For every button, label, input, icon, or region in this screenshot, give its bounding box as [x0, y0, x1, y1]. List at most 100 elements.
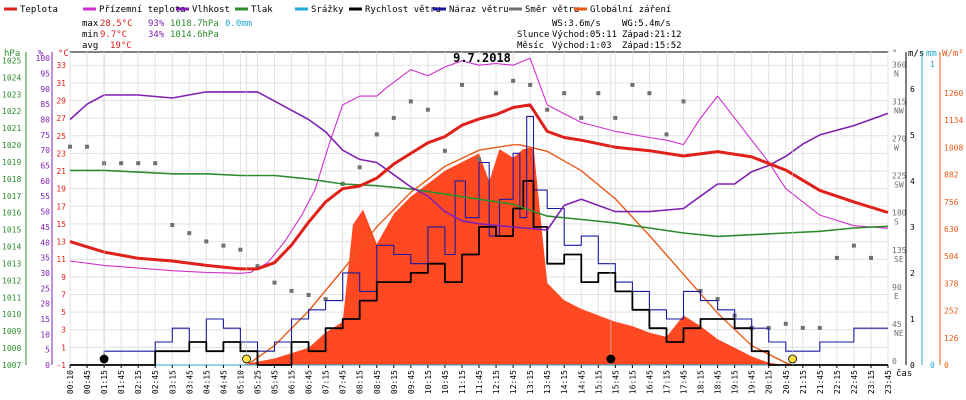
humidity-tick-label: 10	[40, 330, 50, 339]
wind-direction-point	[715, 297, 720, 302]
radiation-layer	[240, 144, 793, 366]
time-tick-label: 14:45	[577, 370, 586, 394]
wind-direction-point	[647, 91, 652, 96]
wind-dir-deg-label: 270	[892, 135, 907, 144]
wind-direction-point	[306, 293, 311, 297]
wind-direction-point	[68, 144, 72, 149]
time-tick-label: 06:45	[305, 370, 314, 394]
legend-label: Náraz větru	[449, 5, 509, 15]
wind-direction-point	[664, 132, 669, 137]
wind-dir-compass-label: N	[894, 69, 899, 78]
wind-direction-point	[869, 255, 873, 260]
time-tick-label: 16:45	[645, 370, 654, 394]
temperature-tick-label: -1	[56, 361, 66, 370]
legend-label: Globální záření	[590, 5, 671, 15]
wind-dir-compass-label: SE	[894, 255, 904, 264]
time-tick-label: 10:15	[424, 370, 433, 394]
unit-time: čas	[896, 368, 912, 379]
wind-direction-point	[817, 325, 822, 330]
wind-direction-point	[494, 91, 498, 96]
time-tick-label: 04:15	[202, 370, 211, 394]
time-tick-label: 15:15	[594, 370, 603, 394]
wind-direction-point	[528, 82, 533, 87]
pressure-tick-label: 1015	[2, 226, 21, 235]
humidity-tick-label: 0	[45, 361, 50, 370]
time-tick-label: 11:15	[458, 370, 467, 394]
temperature-tick-label: 13	[56, 238, 66, 247]
wind-speed-tick-label: 2	[910, 269, 915, 278]
humidity-tick-label: 25	[40, 284, 50, 293]
pressure-tick-label: 1018	[2, 175, 21, 184]
wind-dir-deg-label: 45	[892, 320, 902, 329]
pressure-tick-label: 1010	[2, 310, 21, 319]
wind-dir-compass-label: SW	[894, 181, 904, 190]
series-humidity	[69, 91, 889, 231]
radiation-area	[240, 147, 786, 365]
humidity-tick-label: 75	[40, 131, 50, 140]
pressure-tick-label: 1024	[2, 73, 21, 82]
time-tick-label: 17:15	[663, 370, 672, 394]
wind-direction-point	[119, 161, 124, 166]
series-temperature	[69, 103, 889, 271]
legend-label: Tlak	[251, 5, 273, 15]
wind-direction-point	[460, 82, 464, 87]
time-tick-label: 16:15	[628, 370, 637, 394]
wind-direction-point	[374, 132, 379, 137]
time-tick-label: 03:15	[168, 370, 177, 394]
pressure-tick-label: 1014	[2, 243, 21, 252]
stat-max-rain: 0.0mm	[225, 19, 252, 29]
humidity-tick-label: 20	[40, 300, 50, 309]
wind-direction-point	[681, 99, 686, 104]
temperature-tick-label: 29	[56, 96, 66, 105]
wind-dir-deg-label: 135	[892, 246, 907, 255]
wind-speed-tick-label: 6	[910, 85, 915, 94]
humidity-tick-label: 85	[40, 100, 50, 109]
astro-info: WS:3.6m/s WG:5.4m/s Slunce Východ:05:11 …	[517, 19, 682, 51]
humidity-tick-label: 90	[40, 85, 50, 94]
wind-direction-point	[391, 115, 396, 120]
humidity-tick-label: 70	[40, 146, 50, 155]
humidity-tick-label: 45	[40, 223, 50, 232]
wind-direction-point	[289, 288, 294, 293]
wind-dir-compass-label: NE	[894, 329, 904, 338]
pressure-tick-label: 1013	[2, 259, 21, 268]
time-tick-label: 09:15	[390, 370, 399, 394]
pressure-tick-label: 1017	[2, 192, 21, 201]
wind-direction-point	[834, 255, 839, 260]
humidity-tick-label: 65	[40, 162, 50, 171]
sunset-info: Západ:21:12	[622, 30, 682, 40]
pressure-tick-label: 1023	[2, 90, 21, 99]
time-tick-label: 05:10	[236, 370, 245, 394]
radiation-theoretical-line	[246, 144, 793, 366]
moonrise-marker	[99, 354, 109, 364]
legend-label: Vlhkost	[192, 5, 230, 15]
temperature-tick-label: 7	[61, 290, 66, 299]
wind-direction-point	[153, 161, 158, 166]
solar-tick-label: 630	[944, 225, 959, 234]
time-tick-label: 10:45	[441, 370, 450, 394]
humidity-tick-label: 80	[40, 116, 50, 125]
time-tick-label: 22:45	[850, 370, 859, 394]
series-lines	[69, 57, 889, 366]
temperature-tick-label: 19	[56, 185, 66, 194]
stat-min-press: 1014.6hPa	[170, 30, 219, 40]
moon-label: Měsíc	[517, 41, 544, 51]
time-tick-label: 14:15	[560, 370, 569, 394]
moonrise-info: Východ:1:03	[552, 41, 612, 51]
wind-dir-compass-label: NW	[894, 107, 904, 116]
temperature-tick-label: 31	[56, 79, 66, 88]
time-tick-label: 05:25	[254, 370, 263, 394]
wind-direction-point	[800, 325, 805, 330]
legend-label: Rychlost větru	[365, 5, 441, 15]
wind-speed-tick-label: 5	[910, 131, 915, 140]
unit-deg: °	[892, 49, 897, 59]
moonset-marker	[606, 354, 616, 364]
time-tick-label: 07:15	[322, 370, 331, 394]
wind-dir-compass-label: E	[894, 292, 899, 301]
wind-direction-point	[204, 239, 209, 244]
wind-direction-point	[579, 115, 584, 120]
solar-tick-label: 1008	[944, 143, 963, 152]
wind-direction-point	[187, 231, 192, 236]
wind-direction-point	[255, 264, 260, 269]
temperature-tick-label: 25	[56, 132, 66, 141]
